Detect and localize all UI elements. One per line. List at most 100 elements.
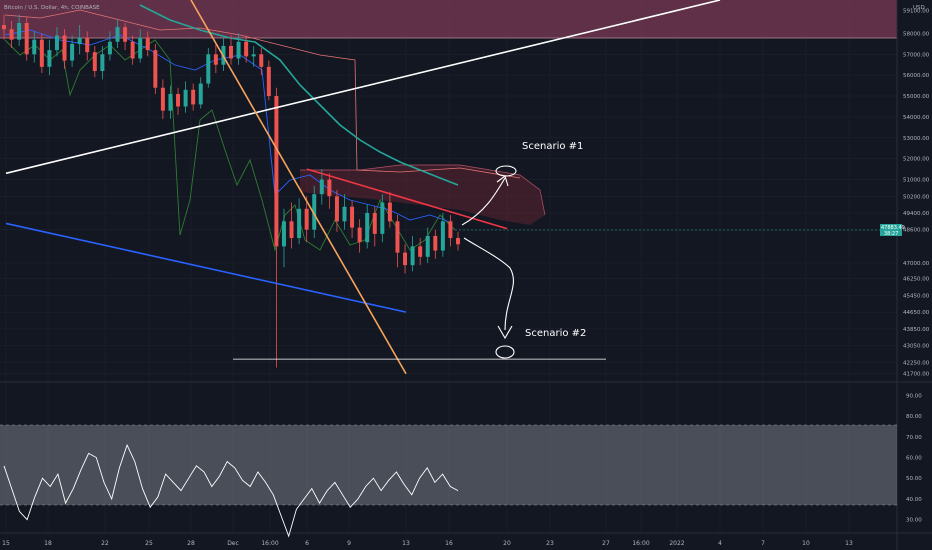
- price-tick-label: 44650.00: [903, 310, 930, 316]
- candle: [153, 43, 158, 94]
- candle: [410, 235, 415, 272]
- price-tick-label: 43050.00: [903, 344, 930, 350]
- scenario1-label: Scenario #1: [522, 141, 583, 152]
- kumo-lead-line: [4, 9, 521, 179]
- candle: [387, 192, 392, 228]
- time-tick-label: 16:00: [261, 540, 278, 547]
- candle: [213, 43, 218, 74]
- candle: [107, 31, 112, 61]
- candle: [39, 33, 44, 74]
- rsi-axis-labels: 90.00 80.00 70.00 60.00 50.00 40.00 30.00: [906, 393, 922, 523]
- price-axis-labels: 59100.00 58000.00 57000.00 56000.00 55000.00…: [903, 8, 930, 377]
- candle: [229, 35, 233, 65]
- candle: [206, 48, 211, 88]
- candle: [319, 169, 324, 205]
- candle: [251, 45, 256, 67]
- time-tick-label: Dec: [227, 540, 239, 547]
- time-tick-label: 18: [44, 540, 52, 547]
- candle: [350, 200, 355, 239]
- time-tick-label: 13: [402, 540, 410, 547]
- price-tick-label: 58000.00: [903, 31, 930, 37]
- scenario2-arrow: [463, 237, 514, 331]
- candle: [145, 31, 150, 57]
- candle: [176, 87, 181, 115]
- price-tick-label: 54000.00: [903, 115, 930, 121]
- candle: [289, 202, 294, 249]
- candle: [342, 194, 347, 230]
- price-tick-label: 51000.00: [903, 178, 930, 184]
- price-tick-label: 46250.00: [903, 277, 930, 283]
- candle: [236, 33, 241, 65]
- rsi-tick-label: 40.00: [906, 497, 922, 503]
- candle: [433, 229, 438, 259]
- candle: [456, 231, 460, 251]
- rsi-band: [0, 425, 897, 505]
- scenario1-target-circle: [495, 165, 517, 177]
- scenario2-target-circle: [495, 345, 515, 359]
- time-tick-label: 25: [145, 540, 153, 547]
- time-axis-labels: 15 18 22 25 28 Dec 16:00 6 9 13 16 20 23 27 16:00 2022 4…: [2, 540, 853, 547]
- time-tick-label: 23: [546, 540, 554, 547]
- candle: [425, 227, 430, 264]
- scenario2-label: Scenario #2: [525, 328, 586, 339]
- red-descending-line: [306, 168, 508, 230]
- trend-lines: [5, 0, 721, 375]
- candle: [24, 16, 29, 61]
- candle: [403, 244, 408, 274]
- candle: [138, 29, 143, 63]
- time-tick-label: 16: [445, 540, 453, 547]
- price-tick-label: 59100.00: [903, 8, 930, 14]
- time-tick-label: 2022: [669, 540, 684, 547]
- candle: [160, 79, 165, 120]
- price-tick-label: 57000.00: [903, 52, 930, 58]
- price-tick-label: 53000.00: [903, 136, 930, 142]
- candle: [130, 35, 135, 65]
- price-candles: [2, 14, 460, 368]
- symbol-header: Bitcoin / U.S. Dollar, 4h, COINBASE: [4, 5, 100, 11]
- price-tick-label: 45450.00: [903, 293, 930, 299]
- candle: [77, 25, 82, 55]
- candle: [62, 29, 67, 69]
- blue-support-line: [5, 222, 407, 313]
- rsi-tick-label: 30.00: [906, 518, 922, 524]
- time-tick-label: 16:00: [632, 540, 649, 547]
- candle: [357, 219, 362, 253]
- currency-label: USD: [913, 5, 925, 11]
- time-tick-label: 7: [761, 540, 765, 547]
- rsi-tick-label: 70.00: [906, 435, 922, 441]
- scenario2-arrowhead: [497, 325, 513, 340]
- time-tick-label: 28: [187, 540, 195, 547]
- candle: [123, 22, 128, 51]
- price-tick-label: 49400.00: [903, 211, 930, 217]
- candle: [440, 212, 445, 257]
- candle: [266, 60, 271, 101]
- rsi-tick-label: 90.00: [906, 393, 922, 399]
- candle: [168, 85, 173, 120]
- rsi-line: [3, 443, 459, 538]
- candle: [183, 81, 188, 113]
- candle: [70, 35, 75, 67]
- price-tick-label: 42250.00: [903, 360, 930, 366]
- price-tick-label: 47000.00: [903, 261, 930, 267]
- price-tick-label: 41700.00: [903, 372, 930, 378]
- time-tick-label: 10: [802, 540, 810, 547]
- candle: [47, 39, 52, 76]
- candle: [327, 173, 332, 209]
- candle: [198, 77, 203, 109]
- time-tick-label: 15: [2, 540, 10, 547]
- price-tick-label: 50200.00: [903, 194, 930, 200]
- candle: [54, 27, 59, 57]
- price-tick-label: 55000.00: [903, 94, 930, 100]
- candle: [380, 194, 385, 243]
- candle: [100, 45, 105, 80]
- candle: [372, 206, 377, 247]
- time-tick-label: 9: [347, 540, 351, 547]
- price-tick-label: 56000.00: [903, 73, 930, 79]
- candle: [418, 238, 423, 266]
- candle: [17, 14, 22, 46]
- time-tick-label: 4: [718, 540, 722, 547]
- white-support-line: [5, 0, 721, 175]
- time-tick-label: 6: [305, 540, 309, 547]
- scenario1-arrow: [461, 177, 506, 226]
